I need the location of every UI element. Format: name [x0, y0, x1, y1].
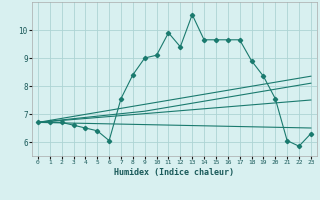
X-axis label: Humidex (Indice chaleur): Humidex (Indice chaleur) — [115, 168, 234, 177]
